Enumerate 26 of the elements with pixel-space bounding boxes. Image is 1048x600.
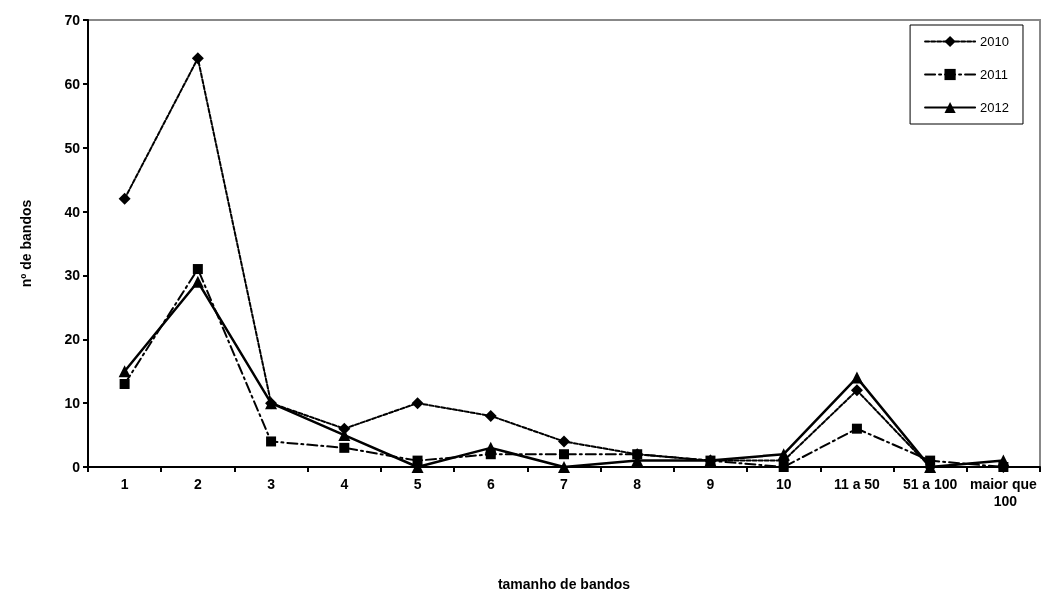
y-tick-label: 40 xyxy=(64,203,81,220)
x-tick-label: 8 xyxy=(633,475,642,492)
x-tick-label: 2 xyxy=(193,475,202,492)
x-tick-label: 3 xyxy=(267,475,276,492)
y-axis-title: nº de bandos xyxy=(18,199,34,288)
x-tick-label: 6 xyxy=(486,475,495,492)
x-tick-label: 4 xyxy=(340,475,349,492)
x-tick-label: 1 xyxy=(120,475,129,492)
x-tick-label: maior que 100 xyxy=(969,475,1038,509)
y-tick-label: 50 xyxy=(64,139,81,156)
legend-label: 2011 xyxy=(980,67,1009,82)
y-tick-label: 70 xyxy=(64,12,81,28)
x-tick-label: 9 xyxy=(706,475,715,492)
y-tick-label: 10 xyxy=(64,395,81,412)
x-tick-label: 7 xyxy=(560,475,569,492)
legend-label: 2010 xyxy=(980,34,1009,49)
x-tick-label: 51 a 100 xyxy=(902,475,958,492)
y-tick-label: 30 xyxy=(64,267,81,284)
x-axis-title: tamanho de bandos xyxy=(497,576,631,592)
y-tick-label: 20 xyxy=(64,331,81,348)
legend-label: 2012 xyxy=(980,100,1009,115)
y-tick-label: 0 xyxy=(72,459,81,475)
y-tick-label: 60 xyxy=(64,75,81,92)
x-tick-label: 5 xyxy=(413,475,422,492)
x-tick-label: 11 a 50 xyxy=(833,475,881,492)
x-tick-label: 10 xyxy=(775,475,792,492)
